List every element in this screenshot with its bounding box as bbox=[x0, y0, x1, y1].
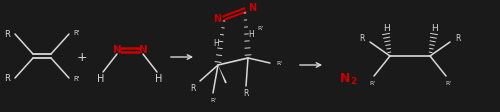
Text: R': R' bbox=[73, 76, 80, 82]
Text: R: R bbox=[455, 33, 460, 42]
Text: R: R bbox=[4, 73, 10, 83]
Text: R': R' bbox=[445, 81, 451, 85]
Text: N: N bbox=[112, 45, 122, 55]
Text: R': R' bbox=[210, 98, 216, 102]
Text: N: N bbox=[248, 3, 256, 13]
Text: R: R bbox=[190, 84, 196, 93]
Text: H: H bbox=[248, 29, 254, 39]
Text: N: N bbox=[138, 45, 147, 55]
Text: H: H bbox=[213, 39, 219, 48]
Text: H: H bbox=[98, 74, 104, 84]
Text: R: R bbox=[360, 33, 365, 42]
Text: H: H bbox=[430, 24, 438, 32]
Text: R': R' bbox=[276, 60, 282, 66]
Text: H: H bbox=[382, 24, 390, 32]
Text: N: N bbox=[213, 14, 221, 24]
Text: R': R' bbox=[73, 30, 80, 36]
Text: R: R bbox=[244, 88, 248, 98]
Polygon shape bbox=[218, 65, 227, 83]
Text: H: H bbox=[156, 74, 162, 84]
Text: 2: 2 bbox=[350, 76, 356, 85]
Text: R': R' bbox=[369, 81, 375, 85]
Text: R: R bbox=[4, 29, 10, 39]
Text: N: N bbox=[340, 71, 350, 84]
Text: R': R' bbox=[258, 26, 264, 30]
Text: +: + bbox=[76, 51, 88, 64]
